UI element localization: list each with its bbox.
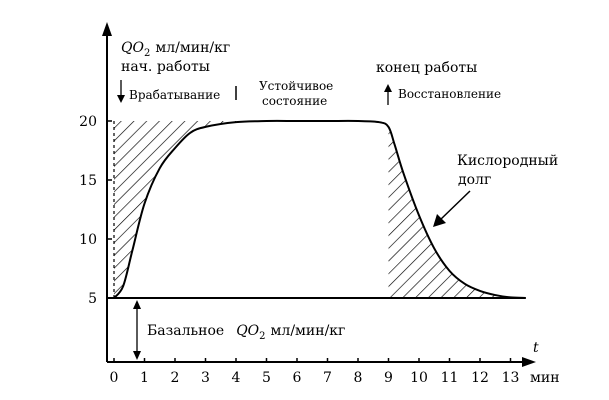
y-tick-label: 15 [79,173,97,189]
start-work-label: нач. работы [121,59,210,75]
x-axis-arrow [522,357,536,367]
x-tick-label: 6 [293,370,302,386]
basal-arrow-head-down [133,351,141,360]
oxygen-debt-label-2: долг [458,172,491,188]
oxygen-consumption-curve [113,119,526,299]
basal-arrow-head-up [133,300,141,309]
x-tick-label: 13 [502,370,520,386]
x-tick-label: 10 [410,370,428,386]
x-tick-label: 3 [201,370,210,386]
oxygen-debt-hatch [388,126,526,299]
x-tick-label: 8 [354,370,363,386]
y-axis-title: QO2 мл/мин/кг [121,40,230,59]
basal-label: Базальное QO2 мл/мин/кг [147,323,345,342]
y-tick-label: 20 [79,114,97,130]
oxygen-debt-label-1: Кислородный [457,153,558,169]
warmup-label: Врабатывание [129,88,220,102]
x-ticks: 0 1 2 3 4 5 6 7 8 9 10 11 12 13 [110,358,520,386]
recovery-arrow-head [384,84,392,92]
oxygen-debt-arrow-shaft [439,190,471,221]
x-tick-label: 5 [262,370,271,386]
y-tick-label: 5 [88,291,97,307]
end-work-label: конец работы [376,60,477,76]
x-tick-label: 2 [171,370,180,386]
x-tick-label: 7 [323,370,332,386]
y-tick-label: 10 [79,232,97,248]
x-tick-label: 12 [471,370,489,386]
x-tick-label: 9 [384,370,393,386]
x-tick-label: 4 [232,370,241,386]
x-axis-unit: мин [530,370,560,386]
oxygen-deficit-hatch [114,121,236,298]
recovery-label: Восстановление [398,87,501,101]
y-axis-arrow [102,22,112,36]
x-axis-label: t [533,340,539,356]
oxygen-debt-arrow-head [433,214,446,227]
start-work-arrow-head [117,95,125,103]
steady-state-label-2: состояние [262,94,327,108]
steady-state-label-1: Устойчивое [259,79,333,93]
x-tick-label: 1 [140,370,149,386]
x-tick-label: 0 [110,370,119,386]
x-tick-label: 11 [441,370,459,386]
y-ticks: 5 10 15 20 [79,114,112,307]
